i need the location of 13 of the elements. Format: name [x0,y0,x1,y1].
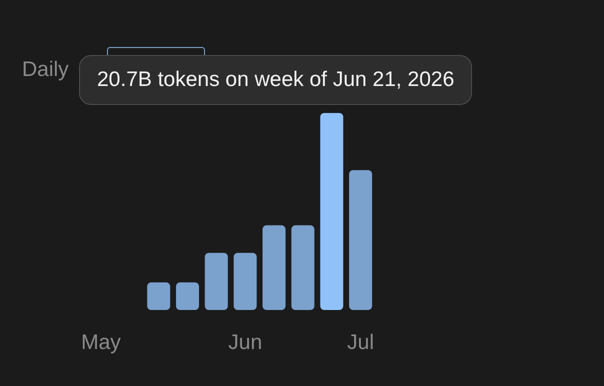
bar [291,225,314,310]
bar [204,252,228,310]
bar [234,252,257,310]
x-tick-label: Jun [228,331,262,354]
x-tick-label: May [81,331,122,354]
x-tick-label: Jul [347,331,374,354]
bar [147,282,170,310]
bar [262,225,286,310]
text: 20.7B tokens on week of Jun 21, 2026 [79,55,472,105]
bar [176,282,199,310]
bar [320,113,344,310]
text: Daily [22,58,69,82]
bar [349,170,372,310]
